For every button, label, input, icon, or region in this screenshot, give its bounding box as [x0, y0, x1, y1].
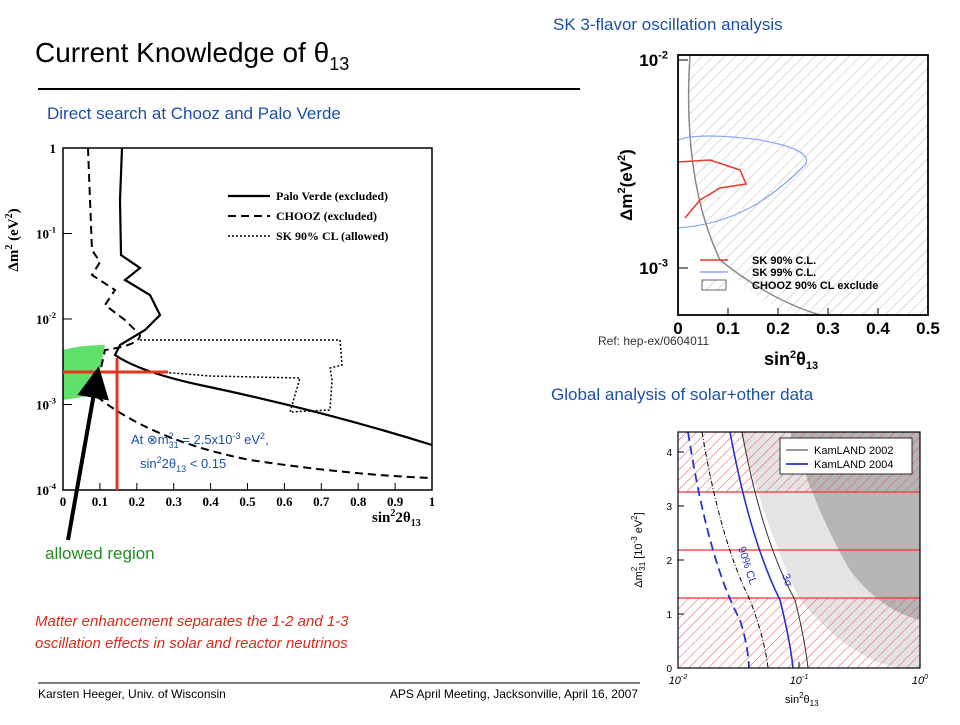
tick-label-part: -2 [658, 49, 668, 61]
legend-label: CHOOZ 90% CL exclude [752, 280, 878, 292]
tick-label: 10-2 [36, 310, 56, 327]
chooz-curve [87, 147, 433, 479]
tick-label: 0.4 [866, 319, 890, 338]
footer-left: Karsten Heeger, Univ. of Wisconsin [38, 687, 226, 701]
tick-label: 10-3 [639, 257, 668, 278]
tick-label: 0.8 [350, 494, 367, 509]
global-plot: KamLAND 2002 KamLAND 2004 90% CL 3σ Δm23… [630, 431, 928, 708]
legend-label: KamLAND 2002 [814, 445, 894, 457]
footer-right: APS April Meeting, Jacksonville, April 1… [390, 687, 638, 701]
x-axis-label: sin22θ13 [372, 508, 421, 529]
y-axis-label: Δm231 [10-3 eV2] [630, 512, 647, 587]
tick-label: 10-4 [36, 481, 57, 498]
annotation: sin22θ13 < 0.15 [140, 455, 226, 474]
slide-title: Current Knowledge of θ13 [35, 37, 349, 74]
tick-label-part: -1 [802, 673, 808, 681]
tick-label: 0.2 [766, 319, 790, 338]
sk-curve [140, 339, 343, 413]
tick-label: 100 [912, 673, 928, 687]
tick-label-part: -3 [658, 257, 668, 269]
note: oscillation effects in solar and reactor… [35, 635, 348, 652]
tick-label: 0 [60, 494, 67, 509]
tick-label-part: 10 [36, 483, 49, 498]
excluded-band [678, 598, 920, 668]
tick-label: 0 [666, 664, 672, 675]
excluded-area [688, 55, 928, 316]
tick-label-part: 10 [669, 675, 682, 687]
note: Matter enhancement separates the 1-2 and… [35, 613, 349, 630]
tick-label-part: 10 [912, 675, 925, 687]
tick-label: 10-3 [36, 396, 56, 413]
legend-label: Palo Verde (excluded) [276, 189, 388, 203]
tick-label: 0.3 [816, 319, 840, 338]
tick-label-part: 10 [639, 259, 658, 278]
tick-label-part: 10 [36, 398, 49, 413]
tick-label: 1 [429, 494, 436, 509]
tick-label: 10-1 [790, 673, 809, 687]
tick-label: 0.9 [387, 494, 404, 509]
tick-label: 0.6 [276, 494, 293, 509]
tick-label-part: 10 [790, 675, 803, 687]
tick-label-part: -1 [49, 225, 56, 235]
chooz-curve [687, 54, 821, 316]
tick-label: 0.7 [313, 494, 330, 509]
tick-label: 3 [666, 502, 672, 513]
heading: Global analysis of solar+other data [551, 385, 814, 404]
sk99-curve [677, 135, 808, 229]
tick-label-part: 1 [50, 141, 57, 156]
legend-label: SK 90% C.L. [752, 255, 816, 267]
tick-label-part: 10 [36, 227, 49, 242]
dashdot-curve [701, 431, 769, 669]
y-axis-label: Δm2 (eV2) [4, 208, 22, 271]
x-axis-label: sin2θ13 [785, 691, 819, 708]
legend-label: SK 99% C.L. [752, 267, 816, 279]
heading: SK 3-flavor oscillation analysis [553, 15, 783, 34]
legend-box [779, 437, 913, 475]
legend-label: KamLAND 2004 [814, 459, 894, 471]
tick-label: 0.2 [129, 494, 145, 509]
tick-label-part: 10 [36, 312, 49, 327]
legend-swatch [701, 279, 727, 291]
plot-frame [677, 54, 929, 316]
y-axis-label: Δm2(eV2) [616, 149, 636, 221]
tick-label: 0.1 [716, 319, 740, 338]
tick-label: 0.4 [202, 494, 219, 509]
tick-label: 0.3 [166, 494, 183, 509]
tick-label: 0.5 [916, 319, 940, 338]
curve-label: 3σ [779, 572, 794, 588]
dashed-curve [687, 431, 750, 669]
arrow [66, 366, 109, 541]
heading: Direct search at Chooz and Palo Verde [47, 104, 341, 123]
legend-label: SK 90% CL (allowed) [276, 229, 388, 243]
palo-verde-curve [113, 147, 433, 447]
x-axis-label: sin2θ13 [764, 349, 818, 372]
tick-label-part: 0 [924, 673, 928, 681]
annotation: At ⊗m2 31 = 2.5x10-3 eV2, [131, 431, 269, 450]
tick-label-part: -4 [49, 481, 57, 491]
reference: Ref: hep-ex/0604011 [598, 334, 710, 348]
tick-label: 0.1 [92, 494, 108, 509]
allowed-label: allowed region [45, 544, 155, 563]
tick-label: 10-1 [36, 225, 56, 242]
tick-label: 1 [50, 141, 57, 156]
tick-label: 0 [673, 319, 682, 338]
tick-label: 1 [666, 610, 672, 621]
tick-label-part: 10 [639, 51, 658, 70]
tick-label: 0.5 [239, 494, 256, 509]
tick-label: 10-2 [639, 49, 668, 70]
tick-label: 4 [666, 448, 672, 459]
tick-label: 2 [666, 556, 672, 567]
tick-label-part: -2 [49, 310, 56, 320]
tick-label-part: -3 [49, 396, 56, 406]
sk-plot: SK 90% C.L. SK 99% C.L. CHOOZ 90% CL exc… [598, 49, 940, 372]
tick-label-part: -2 [681, 673, 687, 681]
legend-label: CHOOZ (excluded) [276, 209, 377, 223]
tick-label: 10-2 [669, 673, 688, 687]
curve-label: 90% CL [735, 545, 759, 586]
chooz-plot: Palo Verde (excluded) CHOOZ (excluded) S… [4, 141, 436, 541]
kamland2004-curve [729, 431, 794, 669]
kamland2002-curve [741, 431, 809, 669]
sk90-curve [677, 159, 748, 219]
